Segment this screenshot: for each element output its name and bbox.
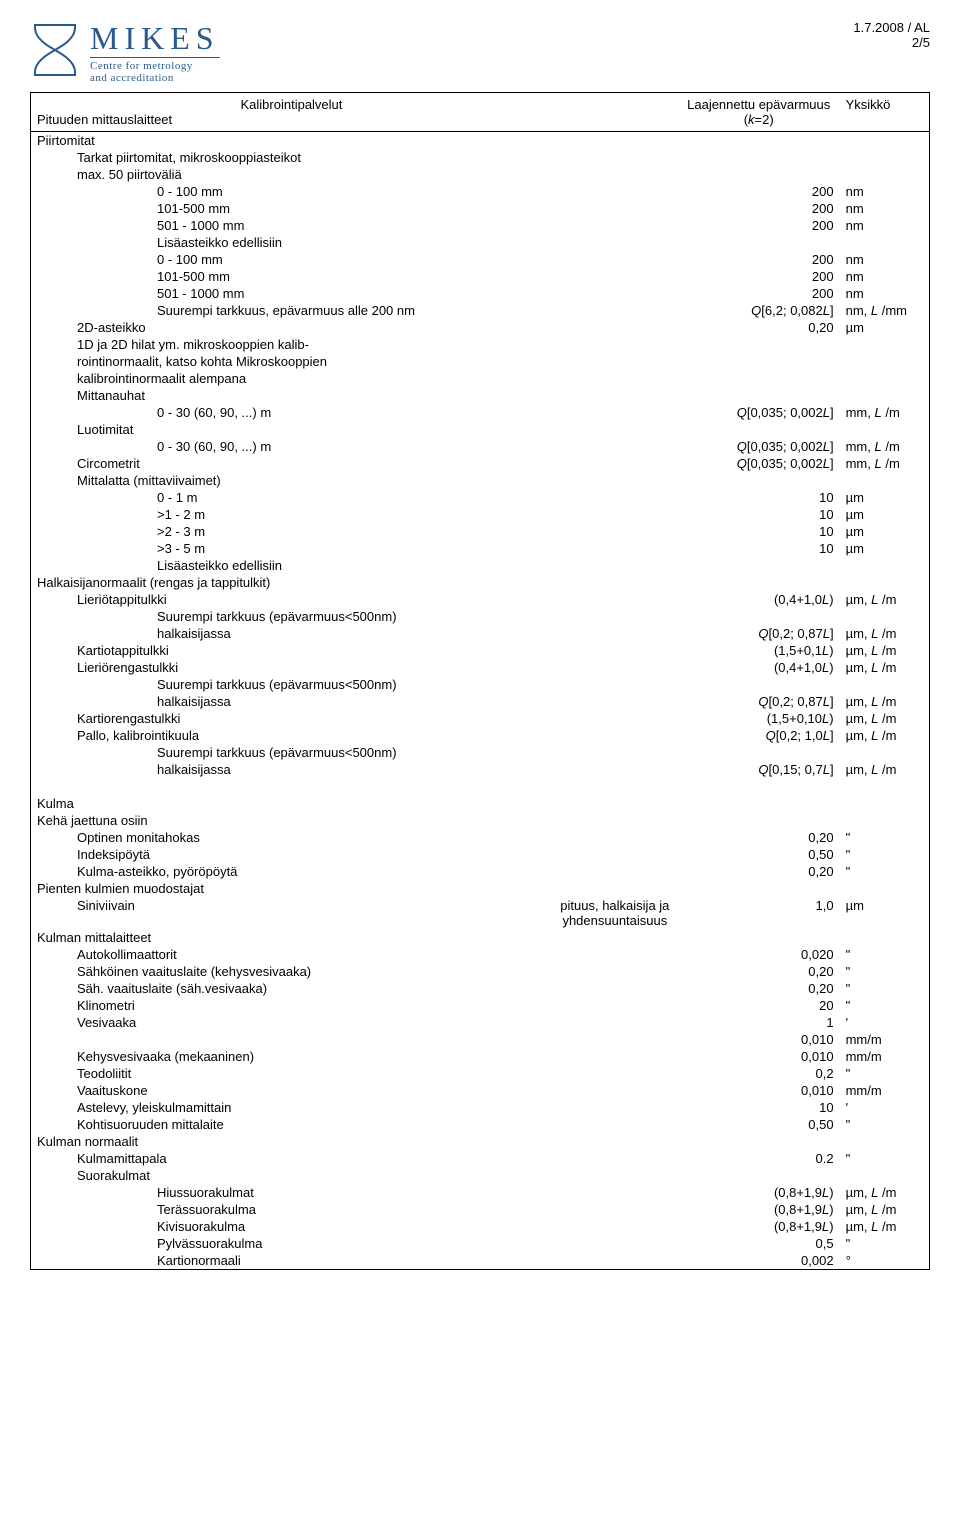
- table-row: halkaisijassaQ[0,2; 0,87L]µm, L /m: [31, 625, 930, 642]
- table-row: rointinormaalit, katso kohta Mikroskoopp…: [31, 353, 930, 370]
- hdr-unit: Yksikkö: [840, 93, 930, 132]
- table-row: Piirtomitat: [31, 132, 930, 150]
- table-row: Terässuorakulma(0,8+1,9L)µm, L /m: [31, 1201, 930, 1218]
- table-row: Hiussuorakulmat(0,8+1,9L)µm, L /m: [31, 1184, 930, 1201]
- doc-date: 1.7.2008 / AL: [853, 20, 930, 35]
- table-row: Tarkat piirtomitat, mikroskooppiasteikot: [31, 149, 930, 166]
- table-row: Lieriörengastulkki(0,4+1,0L)µm, L /m: [31, 659, 930, 676]
- table-row: Astelevy, yleiskulmamittain10': [31, 1099, 930, 1116]
- table-row: Suurempi tarkkuus (epävarmuus<500nm): [31, 676, 930, 693]
- table-row: Siniviivainpituus, halkaisija ja yhdensu…: [31, 897, 930, 929]
- table-row: >3 - 5 m10µm: [31, 540, 930, 557]
- table-row: Indeksipöytä0,50": [31, 846, 930, 863]
- table-row: halkaisijassaQ[0,2; 0,87L]µm, L /m: [31, 693, 930, 710]
- table-row: Kulman mittalaitteet: [31, 929, 930, 946]
- table-row: Vaaituskone0,010mm/m: [31, 1082, 930, 1099]
- table-row: Kartiorengastulkki(1,5+0,10L)µm, L /m: [31, 710, 930, 727]
- table-row: >2 - 3 m10µm: [31, 523, 930, 540]
- table-row: [31, 778, 930, 795]
- table-row: Pienten kulmien muodostajat: [31, 880, 930, 897]
- table-row: Sähköinen vaaituslaite (kehysvesivaaka)0…: [31, 963, 930, 980]
- table-row: Lisäasteikko edellisiin: [31, 234, 930, 251]
- table-row: Halkaisijanormaalit (rengas ja tappitulk…: [31, 574, 930, 591]
- page-meta: 1.7.2008 / AL 2/5: [853, 20, 930, 50]
- table-row: >1 - 2 m10µm: [31, 506, 930, 523]
- table-row: Kartionormaali0,002°: [31, 1252, 930, 1270]
- table-row: halkaisijassaQ[0,15; 0,7L]µm, L /m: [31, 761, 930, 778]
- table-row: 0 - 100 mm200nm: [31, 183, 930, 200]
- table-row: 501 - 1000 mm200nm: [31, 217, 930, 234]
- table-row: Teodoliitit0,2": [31, 1065, 930, 1082]
- table-row: Kehä jaettuna osiin: [31, 812, 930, 829]
- table-row: Kartiotappitulkki(1,5+0,1L)µm, L /m: [31, 642, 930, 659]
- table-row: Optinen monitahokas0,20": [31, 829, 930, 846]
- table-row: max. 50 piirtoväliä: [31, 166, 930, 183]
- table-row: Lisäasteikko edellisiin: [31, 557, 930, 574]
- hdr-left-top: Kalibrointipalvelut: [37, 97, 546, 112]
- table-row: 101-500 mm200nm: [31, 268, 930, 285]
- table-row: kalibrointinormaalit alempana: [31, 370, 930, 387]
- table-row: Kulma-asteikko, pyöröpöytä0,20": [31, 863, 930, 880]
- table-row: Klinometri20": [31, 997, 930, 1014]
- doc-page: 2/5: [853, 35, 930, 50]
- table-row: 0 - 100 mm200nm: [31, 251, 930, 268]
- logo-block: MIKES Centre for metrology and accredita…: [30, 20, 220, 84]
- hdr-left-bottom: Pituuden mittauslaitteet: [37, 112, 546, 127]
- table-row: Kivisuorakulma(0,8+1,9L)µm, L /m: [31, 1218, 930, 1235]
- hdr-right-sub: (k=2): [684, 112, 834, 127]
- table-row: Autokollimaattorit0,020": [31, 946, 930, 963]
- table-row: 501 - 1000 mm200nm: [31, 285, 930, 302]
- table-row: Mittanauhat: [31, 387, 930, 404]
- table-row: 1D ja 2D hilat ym. mikroskooppien kalib-: [31, 336, 930, 353]
- hourglass-icon: [30, 20, 80, 80]
- table-row: 0 - 1 m10µm: [31, 489, 930, 506]
- table-row: Kulma: [31, 795, 930, 812]
- table-row: Pallo, kalibrointikuulaQ[0,2; 1,0L]µm, L…: [31, 727, 930, 744]
- logo-sub2: and accreditation: [90, 72, 220, 84]
- table-row: Kulmamittapala0.2": [31, 1150, 930, 1167]
- table-row: Suurempi tarkkuus (epävarmuus<500nm): [31, 608, 930, 625]
- table-row: Suorakulmat: [31, 1167, 930, 1184]
- table-body: PiirtomitatTarkat piirtomitat, mikroskoo…: [31, 132, 930, 1270]
- table-row: Mittalatta (mittaviivaimet): [31, 472, 930, 489]
- table-row: Luotimitat: [31, 421, 930, 438]
- calibration-table: Kalibrointipalvelut Pituuden mittauslait…: [30, 92, 930, 1270]
- page-header: MIKES Centre for metrology and accredita…: [30, 20, 930, 84]
- table-row: Pylvässuorakulma0,5": [31, 1235, 930, 1252]
- table-row: Kulman normaalit: [31, 1133, 930, 1150]
- table-row: 101-500 mm200nm: [31, 200, 930, 217]
- table-row: Suurempi tarkkuus, epävarmuus alle 200 n…: [31, 302, 930, 319]
- table-row: 2D-asteikko0,20µm: [31, 319, 930, 336]
- logo-sub1: Centre for metrology: [90, 57, 220, 72]
- table-row: Vesivaaka1': [31, 1014, 930, 1031]
- table-row: 0,010mm/m: [31, 1031, 930, 1048]
- hdr-right-top: Laajennettu epävarmuus: [684, 97, 834, 112]
- table-row: 0 - 30 (60, 90, ...) mQ[0,035; 0,002L]mm…: [31, 438, 930, 455]
- table-row: Lieriötappitulkki(0,4+1,0L)µm, L /m: [31, 591, 930, 608]
- table-row: CircometritQ[0,035; 0,002L]mm, L /m: [31, 455, 930, 472]
- table-row: Kehysvesivaaka (mekaaninen)0,010mm/m: [31, 1048, 930, 1065]
- table-row: Suurempi tarkkuus (epävarmuus<500nm): [31, 744, 930, 761]
- table-row: Kohtisuoruuden mittalaite0,50": [31, 1116, 930, 1133]
- table-row: Säh. vaaituslaite (säh.vesivaaka)0,20": [31, 980, 930, 997]
- table-row: 0 - 30 (60, 90, ...) mQ[0,035; 0,002L]mm…: [31, 404, 930, 421]
- logo-main-text: MIKES: [90, 20, 220, 57]
